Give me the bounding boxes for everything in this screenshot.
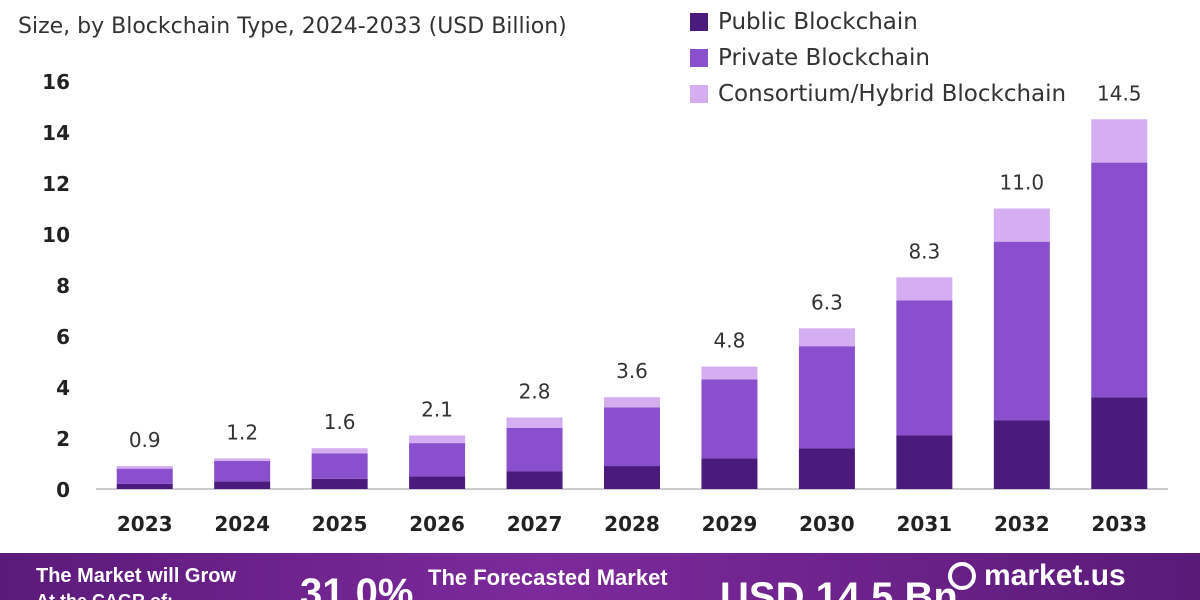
bar-segment-public-blockchain-2031 <box>896 435 953 489</box>
legend-item-private: Private Blockchain <box>690 40 1066 76</box>
chart-legend: Public Blockchain Private Blockchain Con… <box>690 4 1066 112</box>
legend-item-public: Public Blockchain <box>690 4 1066 40</box>
footer-forecast-value: USD 14.5 Bn <box>720 575 958 600</box>
bar-segment-consortium-hybrid-blockchain-2033 <box>1091 119 1148 163</box>
x-tick-label-2025: 2025 <box>312 512 368 536</box>
bar-segment-private-blockchain-2028 <box>604 407 660 467</box>
bar-segment-consortium-hybrid-blockchain-2024 <box>214 458 271 461</box>
footer-grow-text-2: At the CAGR of: <box>36 591 173 600</box>
bar-segment-consortium-hybrid-blockchain-2025 <box>311 448 368 454</box>
bar-segment-private-blockchain-2033 <box>1091 162 1148 398</box>
x-tick-label-2027: 2027 <box>507 512 563 536</box>
bar-segment-consortium-hybrid-blockchain-2026 <box>409 435 466 444</box>
bar-segment-public-blockchain-2027 <box>506 471 563 489</box>
x-tick-label-2028: 2028 <box>604 512 660 536</box>
x-tick-label-2023: 2023 <box>117 512 173 536</box>
footer-grow-text: The Market will Grow <box>36 565 237 587</box>
bar-segment-private-blockchain-2024 <box>214 460 271 482</box>
brand-logo: market.us <box>948 559 1126 593</box>
x-tick-label-2029: 2029 <box>702 512 758 536</box>
bar-segment-private-blockchain-2023 <box>116 468 173 484</box>
data-label-total-2030: 6.3 <box>811 290 843 314</box>
bar-segment-public-blockchain-2029 <box>701 458 758 489</box>
y-tick-label: 14 <box>42 121 70 145</box>
legend-item-consortium: Consortium/Hybrid Blockchain <box>690 76 1066 112</box>
bar-segment-private-blockchain-2029 <box>701 379 758 459</box>
x-tick-label-2024: 2024 <box>214 512 270 536</box>
logo-icon <box>948 562 976 590</box>
data-label-total-2023: 0.9 <box>129 428 161 452</box>
bar-segment-consortium-hybrid-blockchain-2030 <box>798 328 855 347</box>
legend-label-private: Private Blockchain <box>718 45 930 71</box>
y-tick-label: 6 <box>56 325 70 349</box>
bar-segment-consortium-hybrid-blockchain-2031 <box>896 277 953 301</box>
data-label-total-2028: 3.6 <box>616 359 648 383</box>
legend-swatch-public <box>690 13 708 31</box>
y-tick-label: 8 <box>56 274 70 298</box>
legend-swatch-consortium <box>690 85 708 103</box>
y-tick-label: 12 <box>42 172 70 196</box>
legend-label-consortium: Consortium/Hybrid Blockchain <box>718 81 1067 107</box>
x-tick-label-2031: 2031 <box>897 512 953 536</box>
x-tick-label-2026: 2026 <box>409 512 465 536</box>
stacked-bar-chart: 0 2 4 6 8 10 12 14 16 0.9 2023 1.2 2024 1.6 2025 2.1 202… <box>42 70 1168 536</box>
data-label-total-2029: 4.8 <box>714 329 746 353</box>
bar-segment-public-blockchain-2030 <box>798 448 855 489</box>
bar-segment-public-blockchain-2023 <box>116 483 173 489</box>
bar-segment-public-blockchain-2026 <box>409 476 466 489</box>
bar-segment-public-blockchain-2025 <box>311 478 368 489</box>
bar-segment-private-blockchain-2025 <box>311 453 368 479</box>
footer-forecast-label: The Forecasted Market <box>428 565 668 590</box>
y-tick-label: 0 <box>56 478 70 502</box>
x-tick-label-2032: 2032 <box>994 512 1050 536</box>
bar-segment-private-blockchain-2030 <box>798 346 855 449</box>
x-tick-label-2033: 2033 <box>1091 512 1147 536</box>
data-label-total-2025: 1.6 <box>324 410 356 434</box>
y-tick-label: 2 <box>56 427 70 451</box>
bar-segment-public-blockchain-2028 <box>604 466 660 489</box>
footer-cagr: 31.0% <box>300 571 414 600</box>
data-label-total-2027: 2.8 <box>519 380 551 404</box>
footer-banner: The Market will Grow At the CAGR of: 31.… <box>0 553 1200 600</box>
x-tick-label-2030: 2030 <box>799 512 855 536</box>
bar-segment-private-blockchain-2031 <box>896 300 953 436</box>
chart-subtitle: Size, by Blockchain Type, 2024-2033 (USD… <box>18 14 567 39</box>
bar-segment-private-blockchain-2032 <box>993 241 1050 421</box>
brand-name: market.us <box>984 559 1126 592</box>
bar-segment-public-blockchain-2032 <box>993 420 1050 489</box>
data-label-total-2026: 2.1 <box>421 397 453 421</box>
bar-segment-consortium-hybrid-blockchain-2028 <box>604 397 660 408</box>
legend-swatch-private <box>690 49 708 67</box>
bar-segment-consortium-hybrid-blockchain-2023 <box>116 466 173 469</box>
bar-segment-public-blockchain-2033 <box>1091 397 1148 489</box>
y-tick-label: 10 <box>42 223 70 247</box>
bar-segment-consortium-hybrid-blockchain-2027 <box>506 417 563 428</box>
bar-segment-consortium-hybrid-blockchain-2032 <box>993 208 1050 242</box>
bar-segment-consortium-hybrid-blockchain-2029 <box>701 366 758 380</box>
bar-segment-private-blockchain-2026 <box>409 443 466 477</box>
data-label-total-2031: 8.3 <box>908 239 940 263</box>
bar-segment-public-blockchain-2024 <box>214 481 271 489</box>
data-label-total-2032: 11.0 <box>1000 171 1045 195</box>
y-tick-label: 4 <box>56 376 70 400</box>
data-label-total-2024: 1.2 <box>226 420 258 444</box>
bar-segment-private-blockchain-2027 <box>506 427 563 472</box>
data-label-total-2033: 14.5 <box>1097 81 1142 105</box>
legend-label-public: Public Blockchain <box>718 9 918 35</box>
y-tick-label: 16 <box>42 70 70 94</box>
